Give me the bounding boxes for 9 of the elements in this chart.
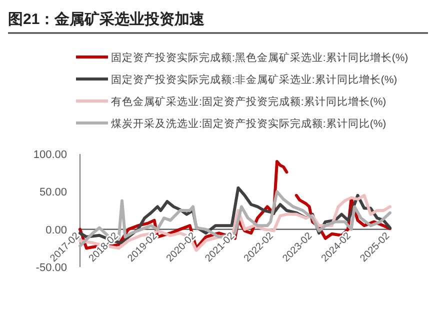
y-tick-label: 100.00 <box>33 149 67 161</box>
legend-label: 固定资产投资实际完成额:黑色金属矿采选业:累计同比增长(%) <box>111 51 408 64</box>
legend-label: 有色金属矿采选业:固定资产投资完成额:累计同比增长(%) <box>111 95 386 108</box>
chart-title: 图21：金属矿采选业投资加速 <box>8 10 206 28</box>
legend-label: 煤炭开采及洗选业:固定资产投资实际完成额:累计同比(%) <box>111 117 386 130</box>
legend-label: 固定资产投资实际完成额:非金属矿采选业:累计同比增长(%) <box>111 73 398 86</box>
y-tick-label: 50.00 <box>39 186 67 199</box>
y-tick-label: -50.00 <box>36 262 67 274</box>
y-tick-label: 0.00 <box>46 224 67 236</box>
